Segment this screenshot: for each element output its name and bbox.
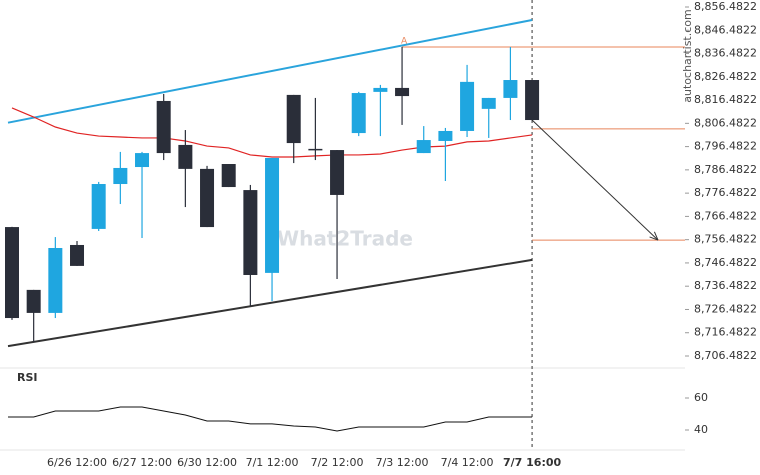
candle-body bbox=[5, 227, 19, 319]
rsi-label: RSI bbox=[17, 371, 38, 384]
candle-body bbox=[178, 144, 193, 169]
candle-body bbox=[200, 168, 215, 228]
candle-body bbox=[395, 87, 410, 97]
candle-body bbox=[221, 164, 236, 188]
channel-lower bbox=[7, 258, 533, 348]
y-tick-label: 8,836.4822 bbox=[694, 47, 757, 60]
y-tick-label: 8,786.4822 bbox=[694, 163, 757, 176]
y-tick-label: 8,846.4822 bbox=[694, 23, 757, 36]
x-tick-label: 7/2 12:00 bbox=[311, 456, 364, 469]
candle-body bbox=[481, 97, 496, 109]
y-tick-label: 8,706.4822 bbox=[694, 349, 757, 362]
candle-body bbox=[351, 93, 366, 134]
candle-body bbox=[460, 81, 475, 131]
x-tick-label: 6/26 12:00 bbox=[47, 456, 107, 469]
y-tick-label: 8,756.4822 bbox=[694, 233, 757, 246]
x-tick-label: 7/4 12:00 bbox=[441, 456, 494, 469]
rsi-tick-label: 60 bbox=[694, 391, 708, 404]
candle-body bbox=[243, 190, 258, 275]
x-tick-label: 6/30 12:00 bbox=[177, 456, 237, 469]
candle-body bbox=[525, 80, 540, 121]
source-label: autochartist.com bbox=[681, 9, 694, 102]
candle-body bbox=[330, 150, 345, 195]
arrow-head bbox=[649, 231, 659, 241]
moving-average bbox=[11, 107, 533, 158]
candle-body bbox=[26, 289, 41, 313]
channel-upper bbox=[7, 19, 533, 124]
y-tick-label: 8,806.4822 bbox=[694, 116, 757, 129]
y-tick-label: 8,736.4822 bbox=[694, 279, 757, 292]
x-tick-label: 7/7 16:00 bbox=[503, 456, 562, 469]
y-tick-label: 8,726.4822 bbox=[694, 302, 757, 315]
watermark: What2Trade bbox=[277, 227, 413, 251]
x-tick-label: 7/1 12:00 bbox=[246, 456, 299, 469]
y-tick-label: 8,716.4822 bbox=[694, 326, 757, 339]
candle-body bbox=[503, 80, 518, 98]
y-tick-label: 8,796.4822 bbox=[694, 140, 757, 153]
candle-body bbox=[265, 157, 280, 273]
candle-body bbox=[416, 140, 431, 154]
candle-body bbox=[286, 94, 301, 144]
candle-body bbox=[91, 184, 106, 229]
candle-body bbox=[308, 148, 323, 151]
rsi-tick-label: 40 bbox=[694, 423, 708, 436]
candle-body bbox=[113, 167, 128, 185]
rsi-line bbox=[8, 406, 533, 432]
y-tick-label: 8,856.4822 bbox=[694, 0, 757, 13]
projection-arrow bbox=[531, 119, 659, 241]
candle-body bbox=[135, 153, 150, 168]
pattern-label: A bbox=[401, 36, 408, 46]
candle-body bbox=[48, 248, 63, 313]
candle-body bbox=[438, 130, 453, 141]
y-tick-label: 8,826.4822 bbox=[694, 70, 757, 83]
y-tick-label: 8,746.4822 bbox=[694, 256, 757, 269]
y-tick-label: 8,816.4822 bbox=[694, 93, 757, 106]
x-tick-label: 6/27 12:00 bbox=[112, 456, 172, 469]
y-tick-label: 8,776.4822 bbox=[694, 186, 757, 199]
candle-body bbox=[70, 244, 85, 266]
candle-body bbox=[156, 100, 171, 154]
x-tick-label: 7/3 12:00 bbox=[376, 456, 429, 469]
candle-body bbox=[373, 87, 388, 92]
y-tick-label: 8,766.4822 bbox=[694, 209, 757, 222]
